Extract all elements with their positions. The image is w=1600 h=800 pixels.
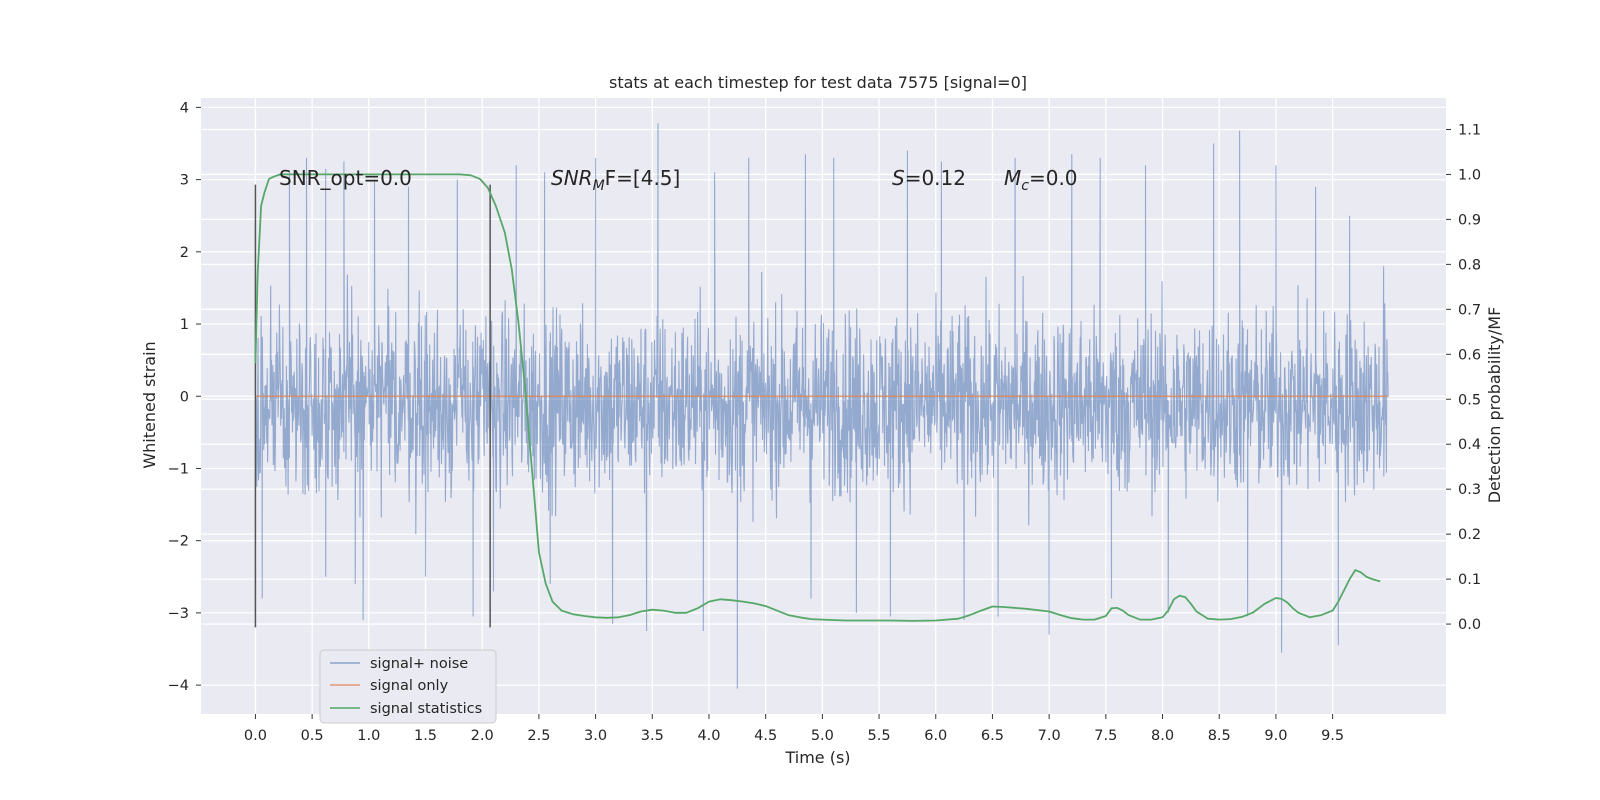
- x-tick-label: 0.5: [301, 728, 324, 744]
- chart-title: stats at each timestep for test data 757…: [609, 73, 1027, 92]
- x-tick-label: 6.5: [981, 728, 1004, 744]
- x-axis-title: Time (s): [784, 748, 850, 767]
- x-ticks: 0.0 0.5 1.0 1.5 2.0 2.5 3.0 3.5 4.0 4.5 5.0 5.5 6.0 6…: [244, 714, 1344, 744]
- x-tick-label: 9.5: [1321, 728, 1344, 744]
- y2-axis-title: Detection probability/MF: [1485, 307, 1504, 504]
- y-tick-label: −4: [168, 678, 189, 694]
- annotation-s-value: =0.12: [905, 166, 966, 190]
- x-tick-label: 5.0: [811, 728, 834, 744]
- y2-tick-label: 0.2: [1458, 527, 1481, 543]
- y-tick-label: 2: [180, 245, 189, 261]
- x-tick-label: 8.0: [1151, 728, 1174, 744]
- y-tick-label: −1: [168, 461, 189, 477]
- y2-tick-label: 0.9: [1458, 212, 1481, 228]
- x-tick-label: 1.5: [414, 728, 437, 744]
- x-tick-label: 5.5: [868, 728, 891, 744]
- y-axis-title: Whitened strain: [140, 341, 159, 468]
- annotation-snr-opt: SNR_opt=0.0: [279, 166, 412, 190]
- x-tick-label: 9.0: [1264, 728, 1287, 744]
- x-tick-label: 0.0: [244, 728, 267, 744]
- x-tick-label: 1.0: [357, 728, 380, 744]
- x-tick-label: 3.0: [584, 728, 607, 744]
- legend: signal+ noise signal only signal statist…: [319, 649, 497, 724]
- y2-tick-label: 1.1: [1458, 122, 1481, 138]
- annotation-mc-sub: c: [1021, 178, 1029, 194]
- legend-label-signal-statistics: signal statistics: [370, 701, 482, 717]
- y-ticks: −4 −3 −2 −1 0 1 2 3 4: [168, 100, 201, 694]
- y2-tick-label: 0.6: [1458, 347, 1481, 363]
- y2-tick-label: 0.8: [1458, 257, 1481, 273]
- y2-tick-label: 1.0: [1458, 167, 1481, 183]
- x-tick-label: 6.0: [924, 728, 947, 744]
- x-tick-label: 7.0: [1038, 728, 1061, 744]
- signal-noise-line: [254, 123, 1389, 689]
- annotation-mc-value: =0.0: [1029, 166, 1078, 190]
- y2-tick-label: 0.3: [1458, 482, 1481, 498]
- annotation-mc-main: M: [1004, 166, 1021, 190]
- series-signal-statistics: [254, 173, 1381, 622]
- series-signal-noise: [254, 123, 1389, 689]
- y-tick-label: 0: [180, 389, 189, 405]
- annotation-mc: Mc=0.0: [1004, 166, 1078, 194]
- legend-box: [319, 649, 497, 724]
- y-tick-label: 3: [180, 173, 189, 189]
- x-tick-label: 8.5: [1208, 728, 1231, 744]
- annotation-snr-mf-main: SNR: [551, 166, 593, 190]
- y2-tick-label: 0.1: [1458, 572, 1481, 588]
- y-tick-label: −2: [168, 534, 189, 550]
- signal-statistics-line: [254, 173, 1381, 622]
- y-tick-label: 1: [180, 317, 189, 333]
- annotation-snr-mf-sub: M: [593, 178, 605, 194]
- legend-label-signal-noise: signal+ noise: [370, 656, 468, 672]
- annotation-s-var: S: [892, 166, 905, 190]
- x-tick-label: 7.5: [1094, 728, 1117, 744]
- y2-tick-label: 0.4: [1458, 437, 1481, 453]
- legend-label-signal-only: signal only: [370, 678, 449, 694]
- annotation-snr-mf: SNRMF=[4.5]: [551, 166, 680, 194]
- x-tick-label: 2.0: [471, 728, 494, 744]
- y-tick-label: −3: [168, 606, 189, 622]
- x-tick-label: 4.5: [754, 728, 777, 744]
- y2-tick-label: 0.0: [1458, 617, 1481, 633]
- y2-ticks: 0.0 0.1 0.2 0.3 0.4 0.5 0.6 0.7 0.8 0.9 1.0 1.1: [1446, 122, 1481, 633]
- annotation-snr-mf-rest: F=[4.5]: [605, 166, 681, 190]
- y2-tick-label: 0.7: [1458, 302, 1481, 318]
- y2-tick-label: 0.5: [1458, 392, 1481, 408]
- x-tick-label: 2.5: [527, 728, 550, 744]
- vertical-markers: [254, 184, 491, 628]
- y-tick-label: 4: [180, 100, 189, 116]
- x-tick-label: 3.5: [641, 728, 664, 744]
- x-tick-label: 4.0: [697, 728, 720, 744]
- annotation-s: S=0.12: [892, 166, 966, 190]
